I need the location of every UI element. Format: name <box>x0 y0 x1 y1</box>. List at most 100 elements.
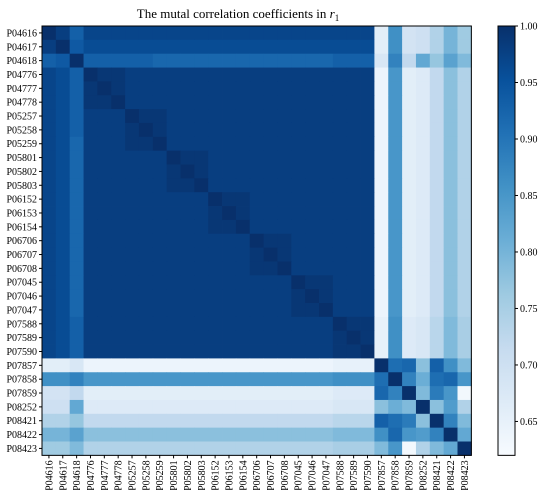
heatmap-cell <box>443 316 458 332</box>
y-tick-label: P08252 <box>6 402 37 413</box>
heatmap-cell <box>69 316 84 332</box>
x-tick-label: P05258 <box>141 460 152 490</box>
heatmap-cell <box>235 441 251 456</box>
heatmap-cell <box>263 95 278 110</box>
heatmap-cell <box>194 289 209 304</box>
heatmap-cell <box>388 247 403 262</box>
heatmap-cell <box>332 39 348 55</box>
heatmap-cell <box>360 109 375 124</box>
heatmap-cell <box>443 344 458 359</box>
heatmap-cell <box>305 150 320 165</box>
heatmap-cell <box>360 275 375 290</box>
heatmap-cell <box>208 95 223 110</box>
heatmap-cell <box>360 219 375 235</box>
heatmap-cell <box>429 67 445 82</box>
heatmap-cell <box>415 164 431 179</box>
heatmap-cell <box>152 233 168 248</box>
heatmap-cell <box>222 109 237 124</box>
heatmap-cell <box>319 358 334 373</box>
heatmap-cell <box>388 330 403 345</box>
heatmap-cell <box>83 261 98 276</box>
heatmap-cell <box>346 358 361 373</box>
heatmap-cell <box>222 136 237 152</box>
heatmap-cell <box>69 219 84 235</box>
heatmap-cell <box>374 109 389 124</box>
heatmap-cell <box>235 427 251 442</box>
heatmap-cell <box>457 247 472 262</box>
y-tick-label: P05803 <box>6 181 37 192</box>
heatmap-cell <box>97 330 112 345</box>
heatmap-cell <box>69 53 84 68</box>
heatmap-cell <box>249 109 264 124</box>
heatmap-cell <box>402 358 417 373</box>
heatmap-cell <box>305 358 320 373</box>
heatmap-cell <box>305 330 320 345</box>
heatmap-cell <box>277 109 292 124</box>
heatmap-cell <box>249 316 264 332</box>
heatmap-cell <box>319 386 334 401</box>
heatmap-cell <box>457 150 472 165</box>
heatmap-cell <box>222 247 237 262</box>
heatmap-cell <box>235 67 251 82</box>
x-tick-label: P08422 <box>446 460 457 490</box>
y-tick-label: P06707 <box>6 250 37 261</box>
heatmap-cell <box>415 275 431 290</box>
heatmap-cell <box>305 344 320 359</box>
heatmap-cell <box>429 358 445 373</box>
heatmap-cell <box>166 441 181 456</box>
x-tick-label: P05802 <box>183 460 194 490</box>
heatmap-cell <box>429 136 445 152</box>
heatmap-cell <box>443 219 458 235</box>
heatmap-cell <box>388 53 403 68</box>
heatmap-cell <box>180 39 195 55</box>
heatmap-cell <box>457 53 472 68</box>
heatmap-cell <box>42 441 57 456</box>
heatmap-cell <box>319 122 334 138</box>
heatmap-cell <box>332 67 348 82</box>
heatmap-cell <box>263 206 278 221</box>
heatmap-cell <box>319 109 334 124</box>
heatmap-cell <box>457 109 472 124</box>
heatmap-cell <box>249 441 264 456</box>
heatmap-cell <box>222 413 237 429</box>
heatmap-cell <box>415 67 431 82</box>
heatmap-cell <box>305 178 320 193</box>
heatmap-cell <box>249 39 264 55</box>
heatmap-cell <box>402 413 417 429</box>
heatmap-cell <box>249 330 264 345</box>
heatmap-cell <box>415 386 431 401</box>
heatmap-cell <box>457 344 472 359</box>
heatmap-cell <box>402 136 417 152</box>
heatmap-cell <box>194 233 209 248</box>
heatmap-cell <box>263 53 278 68</box>
heatmap-cell <box>457 413 472 429</box>
heatmap-cell <box>125 81 140 96</box>
heatmap-cell <box>69 109 84 124</box>
heatmap-cell <box>277 122 292 138</box>
heatmap-cell <box>457 178 472 193</box>
heatmap-cell <box>55 81 71 96</box>
heatmap-cell <box>360 233 375 248</box>
heatmap-cell <box>319 136 334 152</box>
heatmap-cell <box>360 178 375 193</box>
heatmap-cell <box>152 178 168 193</box>
heatmap-cell <box>69 289 84 304</box>
heatmap-cell <box>402 261 417 276</box>
heatmap-cell <box>277 219 292 235</box>
heatmap-cell <box>97 261 112 276</box>
heatmap-cell <box>360 192 375 207</box>
x-tick-label: P06154 <box>238 460 249 490</box>
heatmap-cell <box>235 358 251 373</box>
heatmap-cell <box>111 330 126 345</box>
heatmap-cell <box>319 178 334 193</box>
heatmap-cell <box>166 150 181 165</box>
heatmap-cell <box>152 358 168 373</box>
heatmap-cell <box>42 136 57 152</box>
heatmap-cell <box>166 81 181 96</box>
heatmap-cell <box>346 441 361 456</box>
y-tick-label: P06708 <box>6 264 37 275</box>
heatmap-cell <box>208 122 223 138</box>
heatmap-cell <box>166 206 181 221</box>
heatmap-cell <box>346 95 361 110</box>
heatmap-cell <box>222 39 237 55</box>
